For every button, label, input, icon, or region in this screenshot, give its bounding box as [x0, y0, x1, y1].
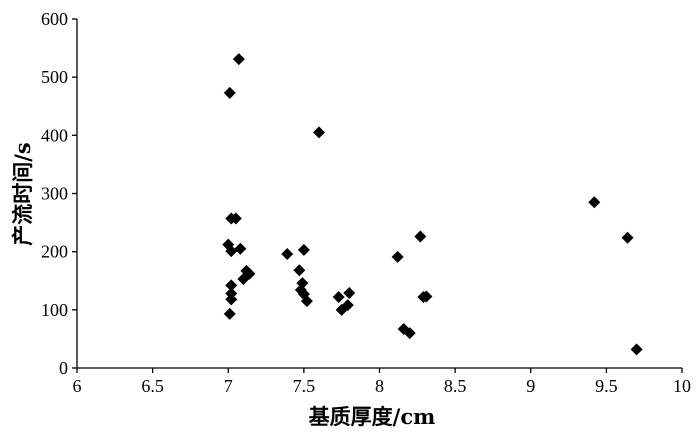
y-tick-label: 300: [41, 184, 68, 204]
data-point: [332, 291, 345, 304]
data-point: [414, 230, 427, 243]
y-tick-label: 600: [41, 9, 68, 29]
x-tick-label: 8.5: [444, 376, 467, 396]
data-point: [630, 343, 643, 356]
data-point: [588, 196, 601, 209]
data-point: [234, 242, 247, 255]
data-points: [222, 53, 643, 356]
y-tick-label: 400: [41, 125, 68, 145]
data-point: [223, 307, 236, 320]
x-tick-label: 7: [224, 376, 233, 396]
data-point: [243, 267, 256, 280]
x-tick-label: 8: [375, 376, 384, 396]
data-point: [281, 247, 294, 260]
y-tick-label: 200: [41, 242, 68, 262]
data-point: [300, 295, 313, 308]
data-point: [229, 212, 242, 225]
y-tick-label: 500: [41, 67, 68, 87]
data-point: [343, 286, 356, 299]
axes: [76, 19, 682, 369]
y-tick-label: 0: [59, 358, 68, 378]
x-tick-label: 7.5: [293, 376, 316, 396]
y-tick-label: 100: [41, 300, 68, 320]
data-point: [391, 250, 404, 263]
data-point: [403, 327, 416, 340]
data-point: [313, 126, 325, 139]
y-axis-label: 产流时间/s: [10, 142, 35, 246]
data-point: [225, 245, 238, 258]
x-tick-label: 10: [673, 376, 691, 396]
data-point: [223, 86, 236, 99]
x-axis-label: 基质厚度/cm: [309, 404, 436, 429]
data-point: [297, 243, 310, 256]
data-point: [335, 303, 348, 316]
data-point: [225, 293, 238, 306]
x-tick-label: 6: [73, 376, 82, 396]
x-tick-label: 6.5: [141, 376, 164, 396]
data-point: [420, 290, 433, 303]
x-tick-label: 9: [526, 376, 535, 396]
data-point: [225, 279, 238, 292]
data-point: [293, 264, 306, 277]
data-point: [621, 231, 634, 244]
x-tick-label: 9.5: [595, 376, 618, 396]
data-point: [232, 53, 245, 66]
